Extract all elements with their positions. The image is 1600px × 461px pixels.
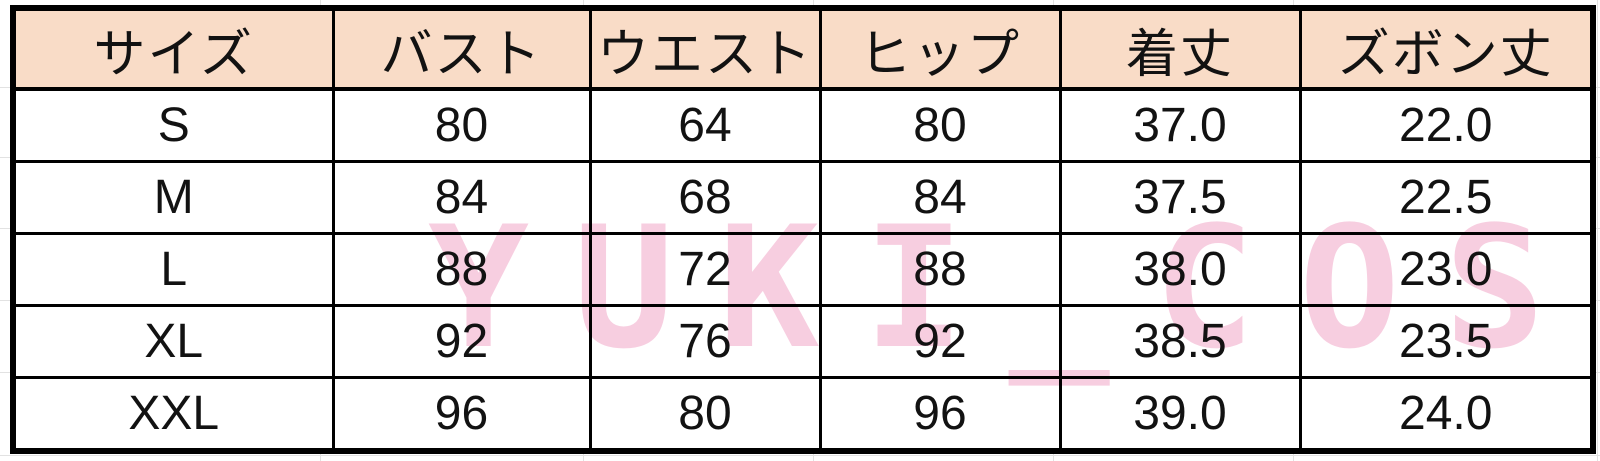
table-row: XL 92 76 92 38.5 23.5: [11, 304, 1595, 379]
measurement-cell: 37.5: [1058, 160, 1302, 235]
size-label-cell: M: [11, 160, 335, 235]
header-cell-bust: バスト: [331, 6, 592, 91]
background-gridline: [0, 455, 1600, 456]
measurement-cell: 88: [331, 232, 592, 307]
measurement-cell: 80: [331, 87, 592, 163]
measurement-cell: 23.5: [1298, 304, 1595, 379]
table-row: L 88 72 88 38.0 23.0: [11, 232, 1595, 307]
measurement-cell: 38.5: [1058, 304, 1302, 379]
measurement-cell: 68: [588, 160, 822, 235]
size-chart-table: サイズ バスト ウエスト ヒップ 着丈 ズボン丈 S 80 64 80 37.0 22.0…: [10, 5, 1596, 454]
size-label-cell: S: [11, 87, 335, 163]
measurement-cell: 96: [331, 376, 592, 453]
size-label-cell: L: [11, 232, 335, 307]
table-row: S 80 64 80 37.0 22.0: [11, 87, 1595, 163]
size-label-cell: XL: [11, 304, 335, 379]
size-label-cell: XXL: [11, 376, 335, 453]
header-cell-waist: ウエスト: [588, 6, 822, 91]
header-row: サイズ バスト ウエスト ヒップ 着丈 ズボン丈: [11, 6, 1595, 91]
measurement-cell: 96: [818, 376, 1062, 453]
background-gridline: [1597, 0, 1598, 461]
header-cell-pants-length: ズボン丈: [1298, 6, 1595, 91]
measurement-cell: 64: [588, 87, 822, 163]
measurement-cell: 23.0: [1298, 232, 1595, 307]
measurement-cell: 88: [818, 232, 1062, 307]
measurement-cell: 39.0: [1058, 376, 1302, 453]
measurement-cell: 80: [818, 87, 1062, 163]
measurement-cell: 92: [818, 304, 1062, 379]
header-cell-top-length: 着丈: [1058, 6, 1302, 91]
measurement-cell: 84: [331, 160, 592, 235]
header-cell-hip: ヒップ: [818, 6, 1062, 91]
header-cell-size: サイズ: [11, 6, 335, 91]
measurement-cell: 37.0: [1058, 87, 1302, 163]
measurement-cell: 80: [588, 376, 822, 453]
measurement-cell: 92: [331, 304, 592, 379]
measurement-cell: 72: [588, 232, 822, 307]
measurement-cell: 76: [588, 304, 822, 379]
measurement-cell: 38.0: [1058, 232, 1302, 307]
table-row: M 84 68 84 37.5 22.5: [11, 160, 1595, 235]
table-body: S 80 64 80 37.0 22.0 M 84 68 84 37.5 22.5 L 88 72 88 38.…: [11, 87, 1595, 453]
measurement-cell: 22.0: [1298, 87, 1595, 163]
measurement-cell: 24.0: [1298, 376, 1595, 453]
measurement-cell: 84: [818, 160, 1062, 235]
table-row: XXL 96 80 96 39.0 24.0: [11, 376, 1595, 453]
measurement-cell: 22.5: [1298, 160, 1595, 235]
